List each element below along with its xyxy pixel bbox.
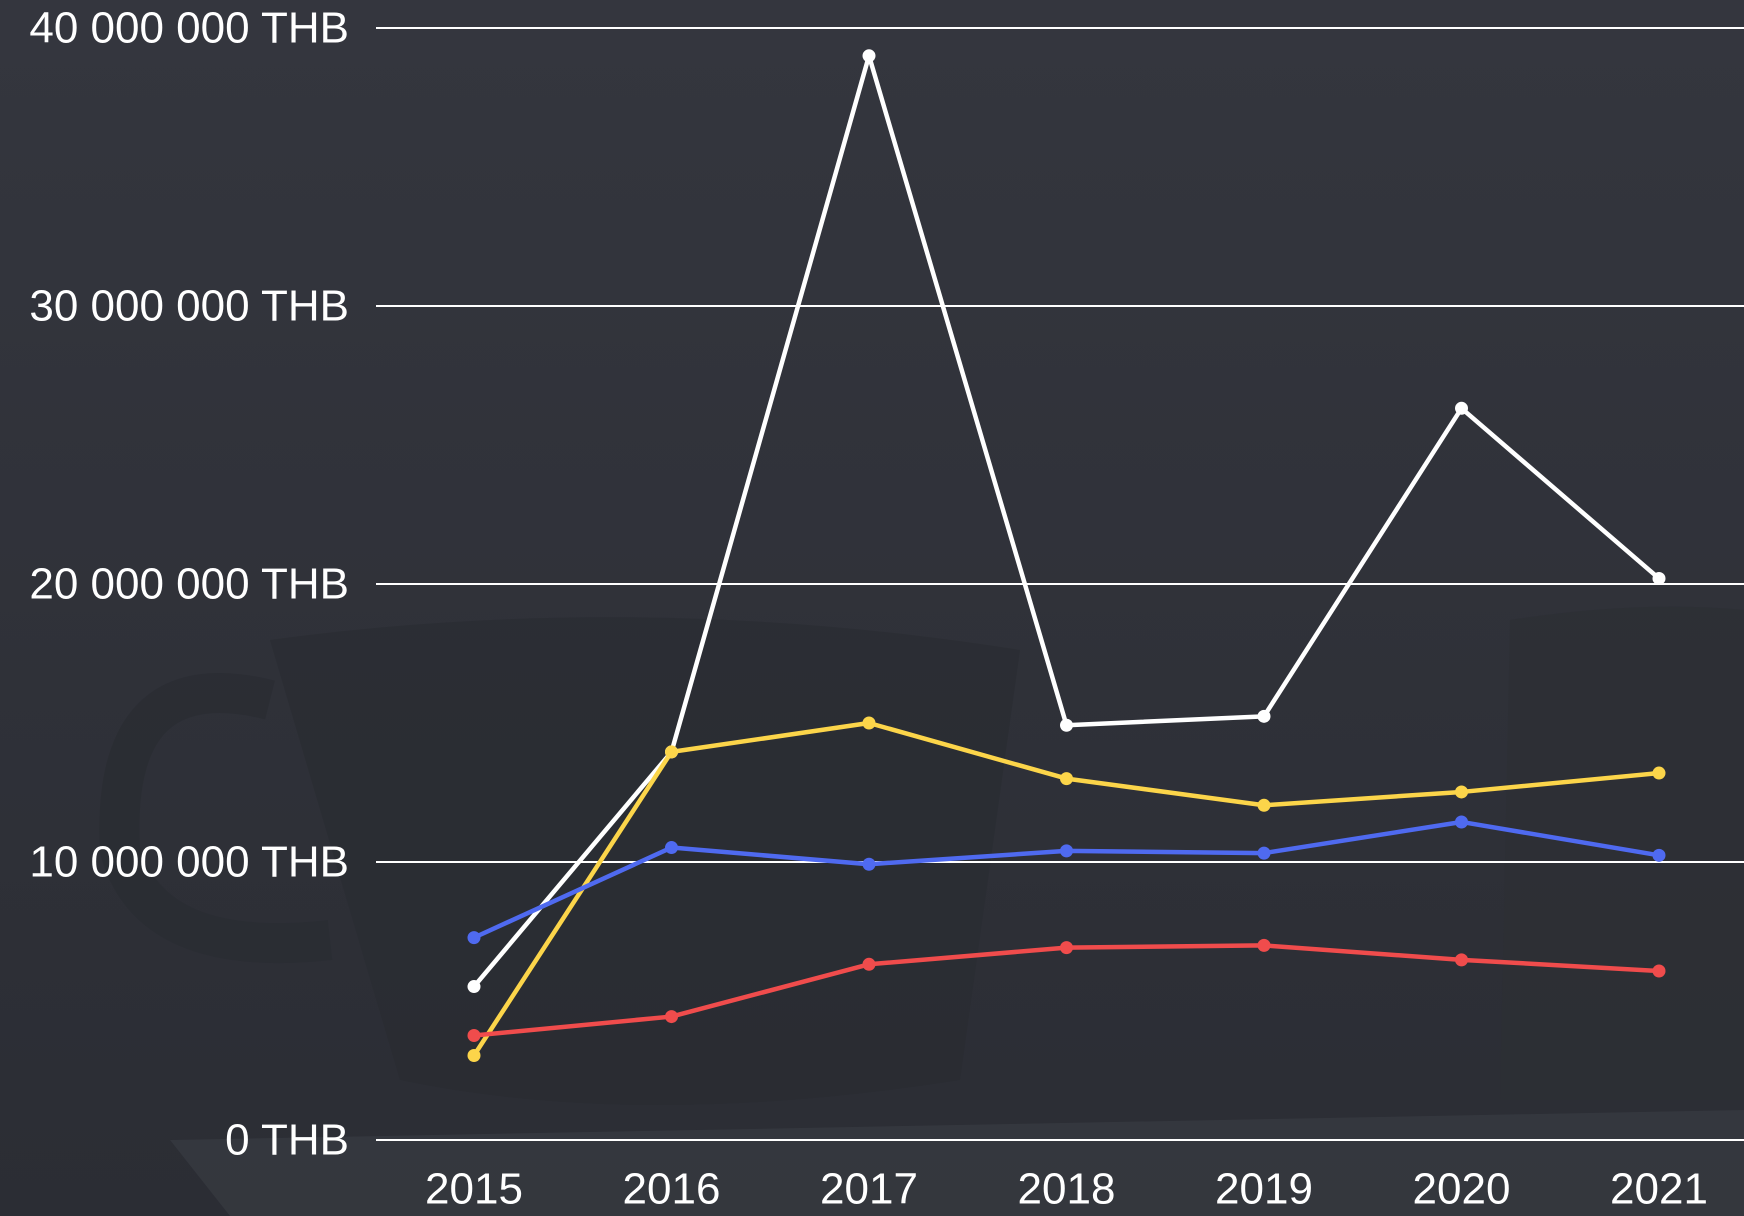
background-mug-handle xyxy=(99,673,333,964)
y-tick-label: 40 000 000 THB xyxy=(29,4,349,53)
y-tick-label: 30 000 000 THB xyxy=(29,282,349,331)
y-tick-label: 20 000 000 THB xyxy=(29,560,349,609)
data-point xyxy=(1257,938,1271,952)
y-tick-label: 10 000 000 THB xyxy=(29,838,349,887)
data-point xyxy=(1060,941,1073,955)
data-point xyxy=(1060,844,1073,858)
data-point xyxy=(862,957,876,971)
x-tick-label: 2021 xyxy=(1610,1165,1708,1214)
y-tick-label: 0 THB xyxy=(225,1116,349,1165)
data-point xyxy=(467,980,481,994)
data-point xyxy=(862,716,876,730)
data-point xyxy=(1455,953,1468,967)
data-point xyxy=(1060,718,1073,732)
x-tick-label: 2018 xyxy=(1018,1165,1116,1214)
plot-area: 0 THB 10 000 000 THB 20 000 000 THB 30 000 … xyxy=(29,4,1744,1214)
data-point xyxy=(1257,798,1271,812)
data-point xyxy=(1455,815,1468,829)
data-point xyxy=(862,857,876,871)
data-point xyxy=(1652,964,1666,978)
x-tick-label: 2016 xyxy=(623,1165,721,1214)
x-tick-label: 2015 xyxy=(425,1165,523,1214)
data-point xyxy=(1257,846,1271,860)
x-tick-label: 2017 xyxy=(820,1165,918,1214)
background-keyboard xyxy=(170,1110,1744,1216)
data-point xyxy=(467,1048,481,1062)
data-point xyxy=(1455,401,1468,415)
x-tick-label: 2020 xyxy=(1413,1165,1511,1214)
data-point xyxy=(665,841,678,855)
data-point xyxy=(467,1028,481,1042)
data-point xyxy=(1652,848,1666,862)
background-object xyxy=(1500,606,1744,1100)
data-point xyxy=(1455,785,1468,799)
data-point xyxy=(665,745,678,759)
x-tick-label: 2019 xyxy=(1215,1165,1313,1214)
data-point xyxy=(467,931,481,945)
data-point xyxy=(1257,709,1271,723)
data-point xyxy=(1652,766,1666,780)
data-point xyxy=(1060,772,1073,786)
data-point xyxy=(665,1010,678,1024)
data-point xyxy=(1652,571,1666,585)
data-point xyxy=(862,49,876,63)
